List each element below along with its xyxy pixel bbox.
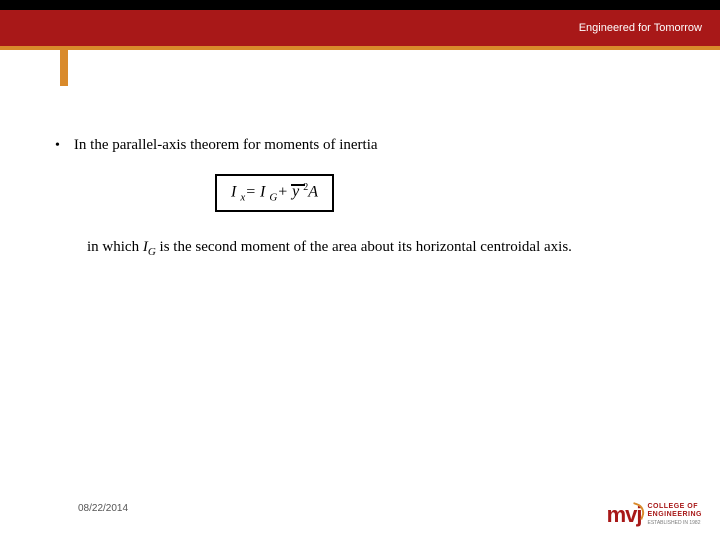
explain-post: is the second moment of the area about i… xyxy=(156,239,572,255)
header-red-band: Engineered for Tomorrow xyxy=(0,10,720,46)
formula-box: I x= I G+ y 2A xyxy=(215,174,334,212)
footer-date: 08/22/2014 xyxy=(78,503,128,514)
logo-line2: ENGINEERING xyxy=(647,511,702,519)
top-black-bar xyxy=(0,0,720,10)
logo-text-block: COLLEGE OF ENGINEERING Established in 19… xyxy=(647,503,702,527)
logo-mark: mvj xyxy=(607,502,642,528)
formula-plus: + xyxy=(277,183,292,200)
formula-eq: = xyxy=(245,183,260,200)
orange-vertical-accent xyxy=(60,46,68,86)
formula-A: A xyxy=(308,183,318,200)
header-tagline: Engineered for Tomorrow xyxy=(579,22,702,34)
explain-IG-G: G xyxy=(148,246,156,258)
footer-logo: mvj COLLEGE OF ENGINEERING Established i… xyxy=(607,502,702,528)
explain-pre: in which xyxy=(87,239,143,255)
formula-I: I xyxy=(231,183,236,200)
explanation-text: in which IG is the second moment of the … xyxy=(87,236,680,263)
orange-horizontal-accent xyxy=(0,46,720,50)
bullet-text: In the parallel-axis theorem for moments… xyxy=(74,135,378,155)
bullet-marker: • xyxy=(55,135,60,156)
slide-content: • In the parallel-axis theorem for momen… xyxy=(55,135,680,263)
formula-I2: I xyxy=(260,183,265,200)
logo-line3: Established in 1982 xyxy=(647,519,702,527)
formula-ybar: y xyxy=(292,183,299,201)
bullet-item: • In the parallel-axis theorem for momen… xyxy=(55,135,680,156)
logo-line1: COLLEGE OF xyxy=(647,503,702,511)
